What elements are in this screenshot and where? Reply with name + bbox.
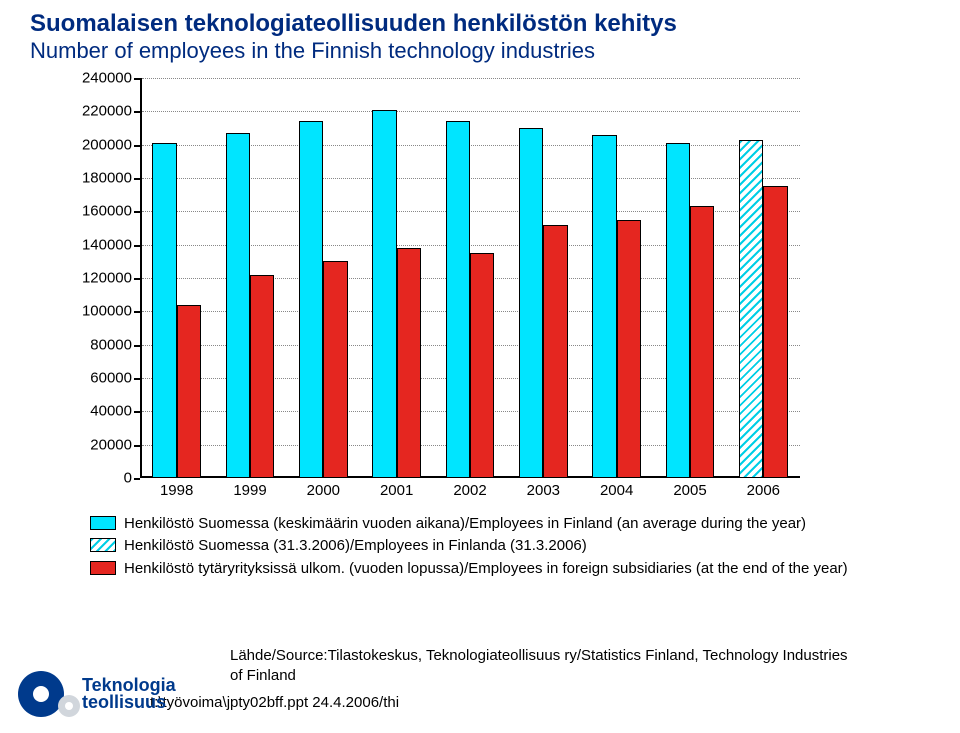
bar-series-b (617, 220, 641, 478)
y-axis-label: 220000 (60, 103, 132, 120)
y-axis-label: 200000 (60, 136, 132, 153)
bar-series-a (666, 143, 690, 478)
x-axis-label: 2005 (673, 482, 706, 499)
y-axis-tick (134, 311, 140, 313)
logo-line2: teollisuus (82, 692, 166, 712)
bar-series-a (446, 121, 470, 478)
bar-series-b (763, 186, 787, 478)
y-axis-tick (134, 245, 140, 247)
source-line1: Lähde/Source:Tilastokeskus, Teknologiate… (230, 647, 848, 664)
bar-series-b (397, 248, 421, 478)
x-axis-label: 1998 (160, 482, 193, 499)
bar-series-a (372, 110, 396, 478)
bar-series-a (226, 133, 250, 478)
y-axis-label: 240000 (60, 70, 132, 87)
title-block: Suomalaisen teknologiateollisuuden henki… (30, 10, 930, 64)
legend-label: Henkilöstö Suomessa (31.3.2006)/Employee… (124, 536, 587, 556)
y-axis-tick (134, 345, 140, 347)
bar-series-a (152, 143, 176, 478)
source-text: Lähde/Source:Tilastokeskus, Teknologiate… (230, 646, 930, 685)
y-axis-label: 20000 (60, 436, 132, 453)
y-axis-label: 180000 (60, 170, 132, 187)
y-axis-label: 160000 (60, 203, 132, 220)
y-axis-label: 100000 (60, 303, 132, 320)
legend-swatch-icon (90, 516, 116, 530)
y-axis-label: 0 (60, 470, 132, 487)
legend-swatch-icon (90, 538, 116, 552)
y-axis-label: 120000 (60, 270, 132, 287)
x-axis-label: 1999 (233, 482, 266, 499)
logo-mark-icon (20, 673, 76, 715)
x-axis-label: 2004 (600, 482, 633, 499)
title-sub: Number of employees in the Finnish techn… (30, 38, 930, 64)
bar-series-b (543, 225, 567, 478)
chart-area: 0 20000 40000 60000 80000 100000 120000 140000 1… (60, 78, 820, 508)
slide-root: Suomalaisen teknologiateollisuuden henki… (0, 0, 960, 733)
x-axis-label: 2000 (307, 482, 340, 499)
y-axis-tick (134, 178, 140, 180)
legend: Henkilöstö Suomessa (keskimäärin vuoden … (90, 514, 930, 579)
y-axis-label: 80000 (60, 336, 132, 353)
bar-series-a (519, 128, 543, 478)
bar-series-a (299, 121, 323, 478)
y-axis-label: 60000 (60, 370, 132, 387)
y-axis-tick (134, 145, 140, 147)
bar-series-a (739, 140, 763, 478)
bars-layer (140, 78, 800, 478)
x-axis-label: 2006 (747, 482, 780, 499)
y-axis-tick (134, 78, 140, 80)
bar-series-b (323, 261, 347, 478)
gear-icon (20, 673, 62, 715)
gear-small-icon (58, 695, 80, 717)
legend-item: Henkilöstö Suomessa (keskimäärin vuoden … (90, 514, 930, 534)
bar-series-b (250, 275, 274, 478)
x-axis-label: 2003 (527, 482, 560, 499)
logo: Teknologia teollisuus (20, 673, 176, 715)
y-axis-tick (134, 111, 140, 113)
y-axis-label: 140000 (60, 236, 132, 253)
y-axis-tick (134, 378, 140, 380)
footer-path: t:\työvoima\jpty02bff.ppt 24.4.2006/thi (150, 694, 399, 711)
y-axis-tick (134, 478, 140, 480)
logo-text: Teknologia teollisuus (82, 677, 176, 711)
bar-series-b (177, 305, 201, 478)
y-axis-tick (134, 445, 140, 447)
bar-series-b (470, 253, 494, 478)
bar-series-a (592, 135, 616, 478)
y-axis-tick (134, 211, 140, 213)
legend-label: Henkilöstö Suomessa (keskimäärin vuoden … (124, 514, 806, 534)
bar-series-b (690, 206, 714, 478)
x-axis-label: 2002 (453, 482, 486, 499)
title-main: Suomalaisen teknologiateollisuuden henki… (30, 10, 930, 38)
x-axis-label: 2001 (380, 482, 413, 499)
y-axis-label: 40000 (60, 403, 132, 420)
legend-label: Henkilöstö tytäryrityksissä ulkom. (vuod… (124, 559, 848, 579)
y-axis-tick (134, 278, 140, 280)
legend-item: Henkilöstö tytäryrityksissä ulkom. (vuod… (90, 559, 930, 579)
legend-item: Henkilöstö Suomessa (31.3.2006)/Employee… (90, 536, 930, 556)
legend-swatch-icon (90, 561, 116, 575)
y-axis-tick (134, 411, 140, 413)
source-line2: of Finland (230, 667, 296, 684)
